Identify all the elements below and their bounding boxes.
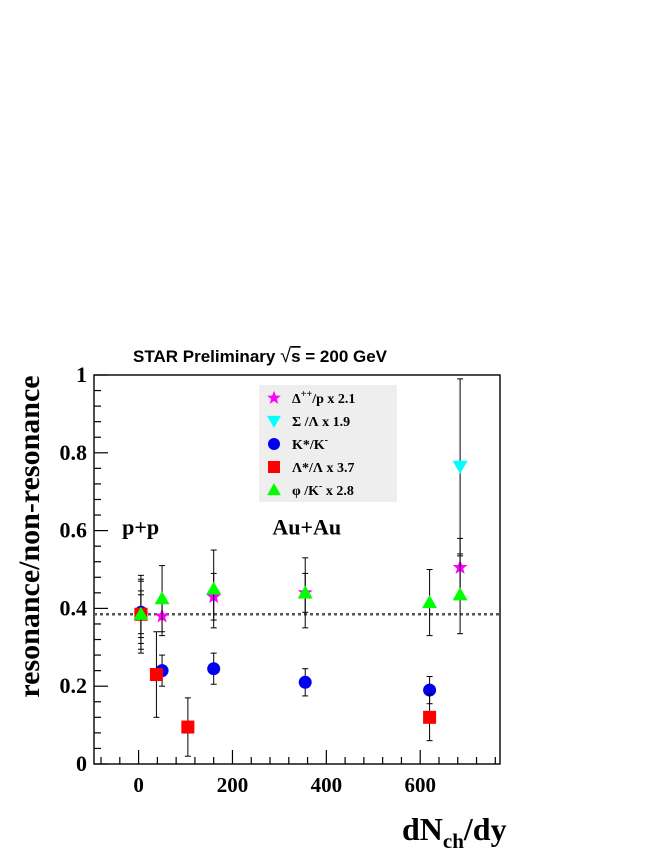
- data-point: [133, 606, 149, 620]
- data-point: [423, 710, 437, 724]
- legend-label: Δ++/p x 2.1: [292, 389, 355, 407]
- x-tick-label: 600: [404, 773, 436, 797]
- series-circle: [134, 580, 437, 705]
- x-tick-label: 400: [311, 773, 343, 797]
- legend-marker: [267, 390, 281, 404]
- y-axis-label: resonance/non-resonance: [13, 375, 46, 697]
- x-axis: 0 200 400 600: [100, 750, 496, 797]
- y-tick-label: 0.2: [60, 673, 88, 698]
- annotation-pp: p+p: [122, 514, 159, 539]
- data-point: [206, 581, 222, 595]
- data-point: [154, 591, 170, 605]
- legend-label: Λ*/Λ x 3.7: [292, 461, 354, 476]
- y-tick-label: 0.4: [60, 595, 88, 620]
- x-axis-label: dNch/dy: [402, 811, 507, 853]
- annotation-auau: Au+Au: [272, 514, 341, 539]
- data-point: [452, 460, 468, 474]
- series-triangle-up: [133, 549, 468, 654]
- y-axis: 0 0.2 0.4 0.6 0.8 1: [60, 362, 108, 776]
- series-square: [134, 590, 437, 757]
- legend-marker: [268, 438, 280, 450]
- legend: Δ++/p x 2.1 Σ /Λ x 1.9 K*/K- Λ*/Λ x 3.7 φ /K…: [259, 385, 397, 502]
- y-tick-label: 0: [76, 751, 87, 776]
- y-tick-label: 1: [76, 362, 87, 387]
- legend-label: φ /K- x 2.8: [292, 481, 354, 499]
- data-point: [452, 587, 468, 601]
- legend-marker: [268, 461, 280, 473]
- data-point: [207, 662, 221, 676]
- legend-label: K*/K-: [292, 435, 328, 453]
- data-point: [423, 683, 437, 697]
- legend-marker: [267, 483, 281, 496]
- data-point: [298, 675, 312, 689]
- x-tick-label: 0: [133, 773, 144, 797]
- y-tick-label: 0.8: [60, 440, 88, 465]
- chart-title: STAR Preliminary √s = 200 GeV: [133, 345, 388, 367]
- plot-frame: [93, 374, 501, 765]
- x-tick-label: 200: [217, 773, 249, 797]
- y-tick-label: 0.6: [60, 518, 88, 543]
- data-point: [297, 585, 313, 599]
- legend-box: [259, 385, 397, 502]
- data-point: [422, 595, 438, 609]
- legend-label: Σ /Λ x 1.9: [292, 415, 350, 430]
- data-point: [181, 720, 195, 734]
- legend-marker: [267, 415, 281, 428]
- data-point: [149, 668, 163, 682]
